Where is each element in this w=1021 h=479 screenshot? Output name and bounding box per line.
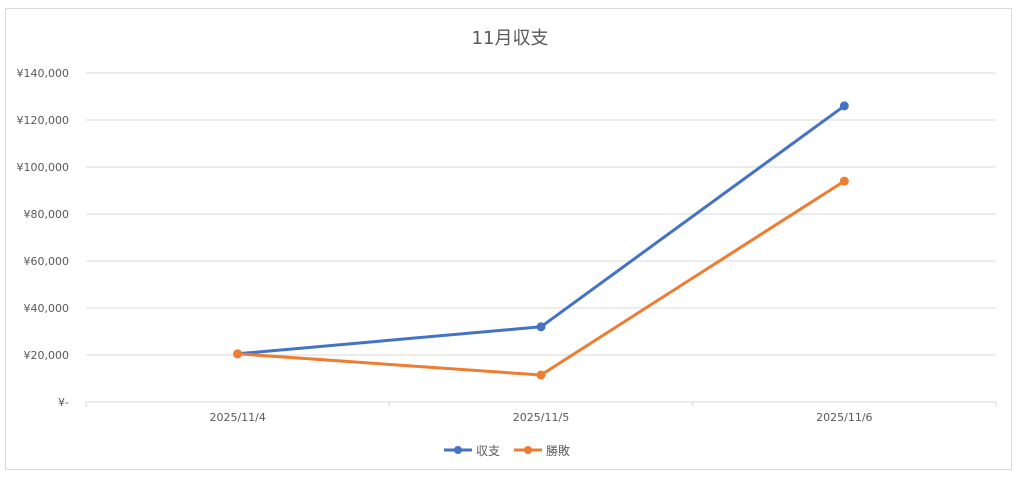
x-tick-label: 2025/11/5: [513, 411, 569, 424]
data-point: [233, 349, 243, 359]
y-tick-label: ¥140,000: [17, 67, 70, 80]
gridlines: [86, 72, 996, 356]
axes: ¥- ¥20,000 ¥40,000 ¥60,000 ¥80,000 ¥100,000 ¥1…: [17, 67, 997, 424]
y-tick-label: ¥-: [58, 396, 69, 409]
legend-swatch-marker: [454, 446, 462, 454]
legend-label: 収支: [476, 444, 500, 458]
y-tick-label: ¥80,000: [24, 208, 70, 221]
y-tick-label: ¥60,000: [24, 255, 70, 268]
data-point: [536, 322, 546, 332]
data-point: [839, 176, 849, 186]
chart-title: 11月収支: [472, 28, 549, 49]
chart-frame: [5, 8, 1012, 470]
y-tick-label: ¥20,000: [24, 349, 70, 362]
y-tick-label: ¥100,000: [17, 161, 70, 174]
legend: 収支 勝敗: [444, 443, 570, 458]
y-tick-label: ¥120,000: [17, 114, 70, 127]
x-tick-label: 2025/11/6: [816, 411, 872, 424]
y-tick-label: ¥40,000: [24, 302, 70, 315]
series-line-1: [236, 104, 846, 356]
x-tick-label: 2025/11/4: [209, 411, 265, 424]
data-point: [839, 101, 849, 111]
legend-label: 勝敗: [546, 443, 570, 458]
legend-swatch-marker: [524, 446, 532, 454]
data-point: [536, 370, 546, 380]
series-group: [233, 101, 849, 380]
